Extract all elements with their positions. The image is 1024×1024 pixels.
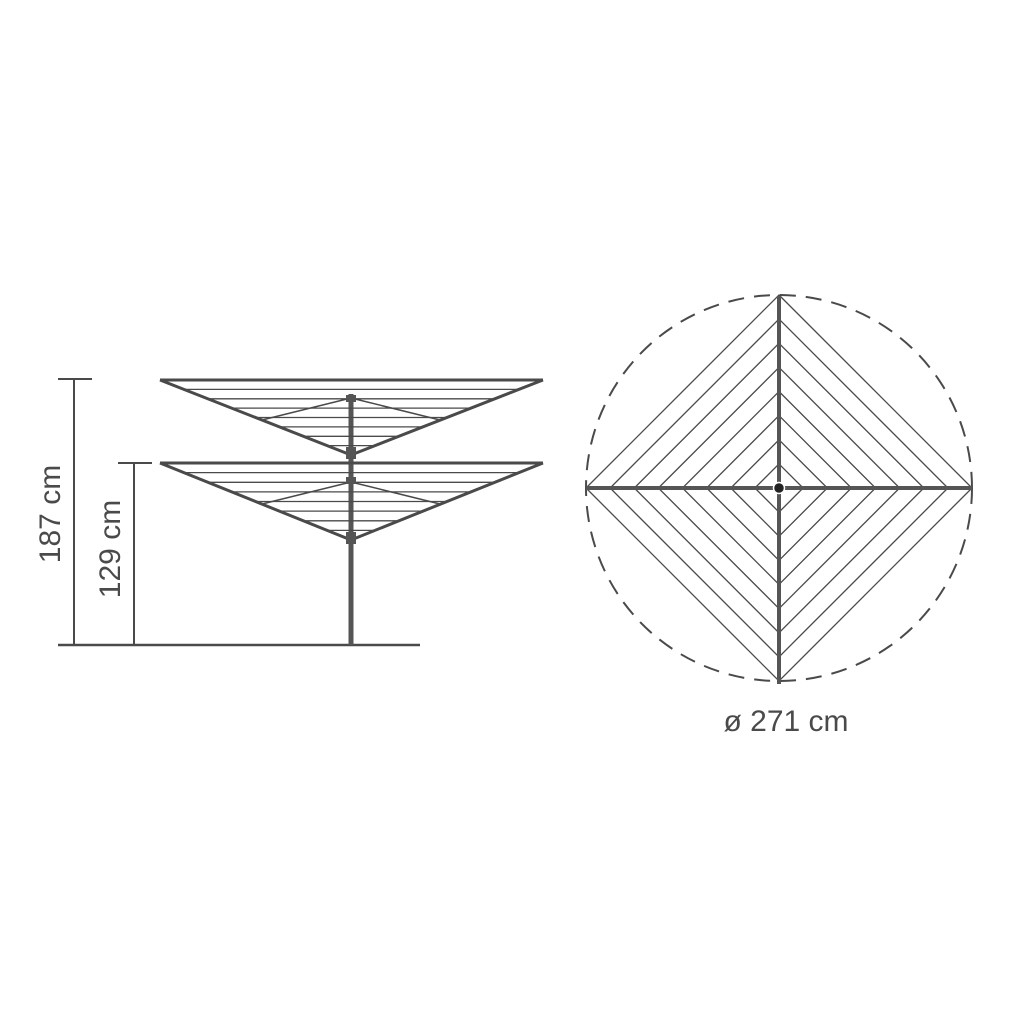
- upper-collar: [346, 447, 356, 459]
- upper-lines: [183, 388, 519, 447]
- lower-collar: [346, 532, 356, 544]
- total-height-dimension: [58, 378, 92, 645]
- lower-arm-tier: [159, 461, 544, 544]
- side-view: [58, 378, 544, 647]
- lower-height-label: 129 cm: [94, 500, 127, 598]
- diameter-label: ø 271 cm: [723, 705, 848, 738]
- upper-arm-tier: [159, 378, 544, 459]
- total-height-label: 187 cm: [34, 465, 67, 563]
- lower-hub-joint: [346, 477, 356, 484]
- top-view: [585, 294, 973, 684]
- center-hub: [772, 481, 786, 495]
- upper-hub-joint: [346, 395, 356, 402]
- lower-height-dimension: [118, 462, 152, 645]
